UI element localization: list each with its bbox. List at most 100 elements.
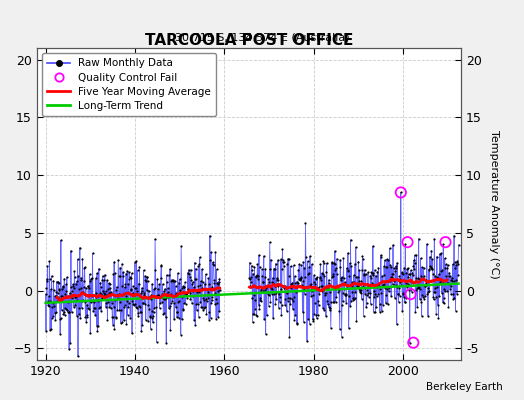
Point <box>253 312 261 319</box>
Point <box>195 254 204 260</box>
Point <box>185 288 193 294</box>
Point <box>158 291 166 297</box>
Point <box>211 249 220 255</box>
Point <box>138 322 147 328</box>
Point <box>168 298 177 304</box>
Point <box>43 298 52 304</box>
Point <box>294 276 303 282</box>
Point <box>369 269 377 276</box>
Point <box>387 264 396 270</box>
Point <box>425 288 433 294</box>
Point <box>329 273 337 280</box>
Point <box>92 290 101 296</box>
Point <box>144 318 152 324</box>
Point <box>54 280 63 286</box>
Point <box>371 291 379 298</box>
Point <box>58 307 66 314</box>
Point <box>364 290 373 296</box>
Point <box>56 315 64 322</box>
Point <box>47 273 56 279</box>
Point <box>84 283 92 290</box>
Point <box>189 288 198 294</box>
Point <box>278 266 286 272</box>
Point <box>442 280 451 287</box>
Point <box>436 277 444 284</box>
Point <box>275 288 283 295</box>
Point <box>166 266 174 272</box>
Point <box>454 272 462 278</box>
Point <box>301 274 309 280</box>
Point <box>181 300 190 307</box>
Point <box>259 278 268 285</box>
Point <box>133 288 141 294</box>
Point <box>344 325 353 332</box>
Point <box>421 293 429 299</box>
Point <box>422 277 430 283</box>
Point <box>359 313 368 319</box>
Point <box>69 285 78 291</box>
Point <box>423 289 432 295</box>
Point <box>82 312 91 319</box>
Point <box>363 292 371 298</box>
Point <box>307 292 315 299</box>
Point <box>202 271 210 278</box>
Point <box>51 293 59 300</box>
Point <box>449 261 457 268</box>
Point <box>180 284 188 290</box>
Point <box>368 270 376 276</box>
Point <box>308 261 316 268</box>
Point <box>384 288 392 295</box>
Point <box>354 258 363 265</box>
Point <box>107 289 115 295</box>
Point <box>148 308 157 314</box>
Point <box>156 300 165 306</box>
Text: Berkeley Earth: Berkeley Earth <box>427 382 503 392</box>
Point <box>348 279 356 285</box>
Point <box>290 316 299 323</box>
Point <box>264 290 272 297</box>
Point <box>354 283 362 290</box>
Point <box>292 289 300 296</box>
Point <box>270 266 279 272</box>
Point <box>431 285 439 291</box>
Point <box>421 283 430 290</box>
Point <box>109 270 117 277</box>
Point <box>366 273 375 279</box>
Point <box>105 290 113 296</box>
Point <box>212 266 221 272</box>
Point <box>263 312 271 318</box>
Point <box>326 324 335 331</box>
Point <box>414 275 422 281</box>
Point <box>83 314 92 320</box>
Point <box>68 309 76 316</box>
Point <box>205 316 213 323</box>
Point <box>48 314 57 321</box>
Point <box>133 305 141 311</box>
Point <box>260 274 269 280</box>
Point <box>307 281 315 287</box>
Point <box>132 285 140 292</box>
Point <box>99 288 107 294</box>
Point <box>376 309 384 315</box>
Point <box>359 283 367 290</box>
Point <box>129 283 137 289</box>
Point <box>444 304 453 310</box>
Point <box>144 278 152 285</box>
Point <box>82 285 90 291</box>
Point <box>425 254 434 260</box>
Point <box>101 288 110 294</box>
Point <box>412 274 420 281</box>
Point <box>215 308 223 314</box>
Point <box>383 264 391 271</box>
Point <box>296 277 304 283</box>
Point <box>59 311 68 317</box>
Point <box>339 298 347 304</box>
Point <box>178 316 186 323</box>
Point <box>192 275 200 282</box>
Point <box>384 301 392 308</box>
Point <box>50 309 59 316</box>
Point <box>143 274 151 280</box>
Point <box>430 236 439 242</box>
Point <box>447 274 456 281</box>
Point <box>132 304 140 310</box>
